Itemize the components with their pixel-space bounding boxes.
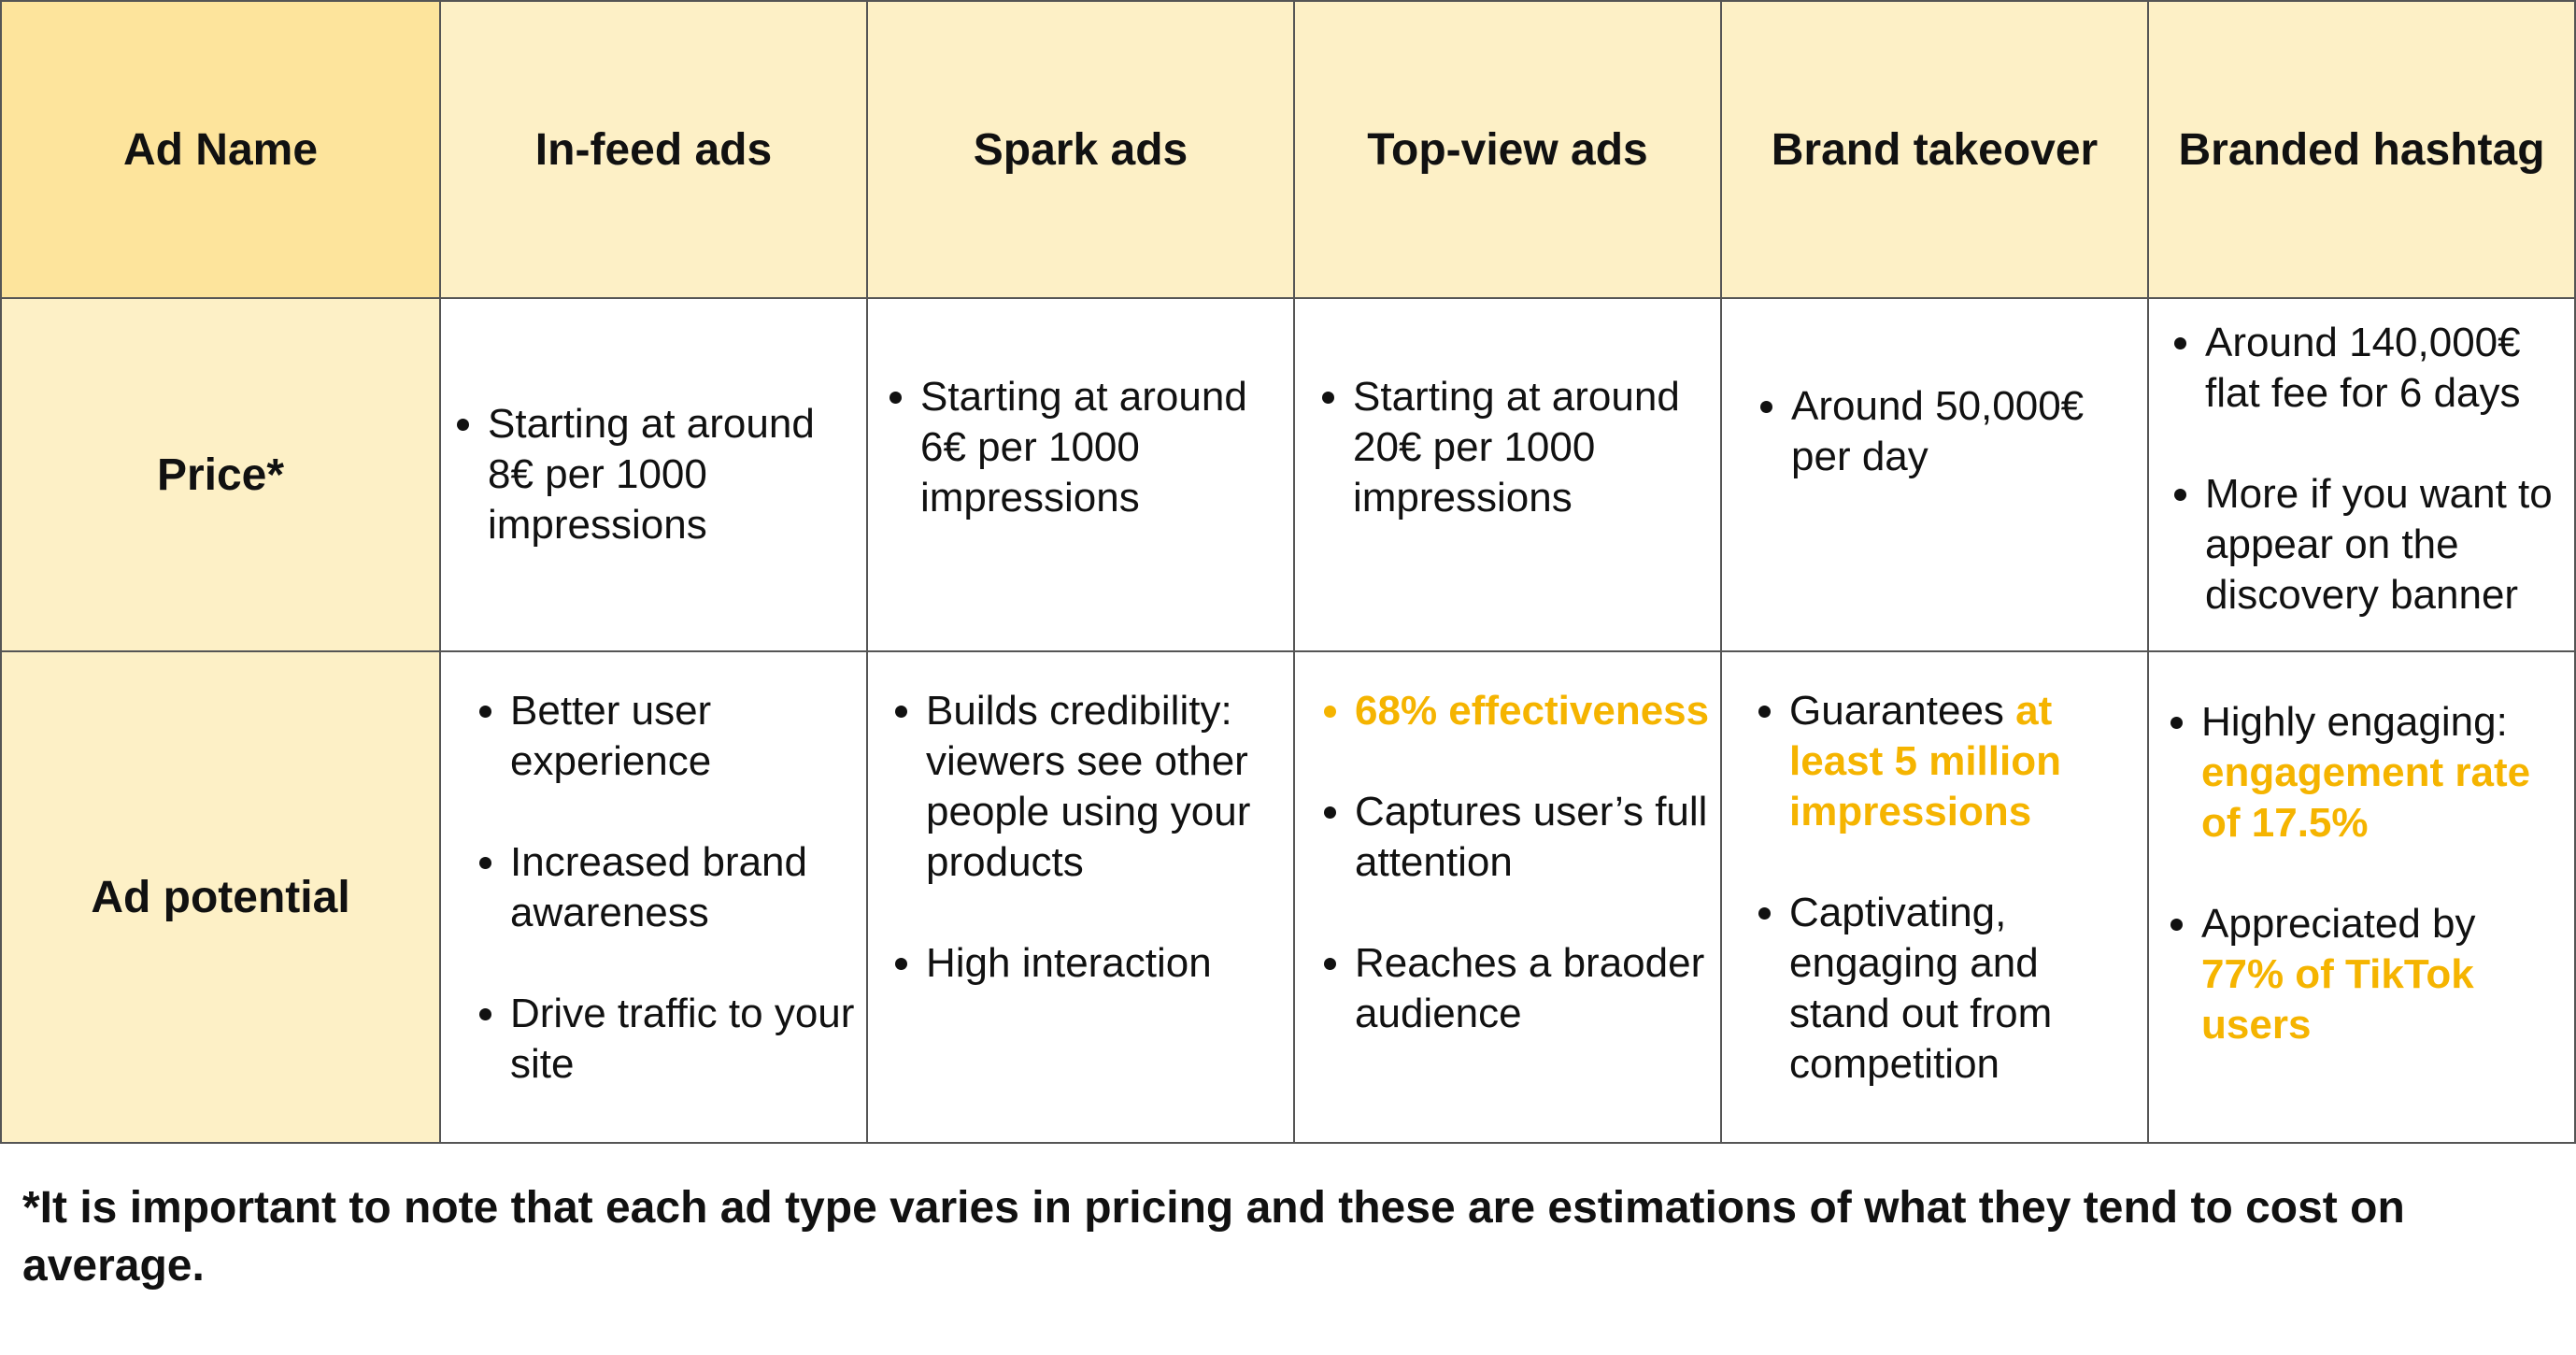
item-text: Appreciated by (2201, 901, 2476, 947)
list-item: 68% effectiveness (1355, 686, 1715, 736)
list-item: More if you want to appear on the discov… (2205, 469, 2567, 620)
highlight-text: 68% effectiveness (1355, 688, 1710, 734)
highlight-text: engagement rate of 17.5% (2201, 749, 2531, 846)
list-item: Appreciated by 77% of TikTok users (2201, 899, 2567, 1050)
item-text: Highly engaging: (2201, 699, 2508, 745)
row-label-ad-potential: Ad potential (0, 652, 441, 1144)
highlight-text: 77% of TikTok users (2201, 951, 2474, 1048)
item-text: Guarantees (1789, 688, 2016, 734)
list-item: Increased brand awareness (510, 837, 866, 938)
header-in-feed-ads: In-feed ads (441, 0, 868, 299)
list-item: Drive traffic to your site (510, 989, 866, 1090)
potential-branded-hashtag-cell: Highly engaging: engagement rate of 17.5… (2149, 652, 2576, 1144)
list-item: Better user experience (510, 686, 866, 787)
list-item: Highly engaging: engagement rate of 17.5… (2201, 697, 2567, 849)
list-item: Builds credibility: viewers see other pe… (926, 686, 1288, 888)
ad-comparison-table: Ad Name In-feed ads Spark ads Top-view a… (0, 0, 2576, 1144)
header-brand-takeover: Brand takeover (1722, 0, 2149, 299)
list-item: Reaches a braoder audience (1355, 938, 1715, 1039)
footnote: *It is important to note that each ad ty… (22, 1183, 2405, 1291)
price-top-view-cell: Starting at around 20€ per 1000 impressi… (1295, 299, 1722, 652)
list-item: Starting at around 20€ per 1000 impressi… (1353, 372, 1720, 523)
potential-brand-takeover-cell: Guarantees at least 5 million impression… (1722, 652, 2149, 1144)
list-item: Captures user’s full attention (1355, 787, 1715, 888)
header-spark-ads: Spark ads (868, 0, 1295, 299)
potential-in-feed-cell: Better user experience Increased brand a… (441, 652, 868, 1144)
potential-spark-cell: Builds credibility: viewers see other pe… (868, 652, 1295, 1144)
list-item: Around 140,000€ flat fee for 6 days (2205, 318, 2567, 419)
price-brand-takeover-cell: Around 50,000€ per day (1722, 299, 2149, 652)
list-item: Starting at around 8€ per 1000 impressio… (488, 399, 866, 550)
list-item: Starting at around 6€ per 1000 impressio… (920, 372, 1293, 523)
price-spark-cell: Starting at around 6€ per 1000 impressio… (868, 299, 1295, 652)
header-top-view-ads: Top-view ads (1295, 0, 1722, 299)
list-item: Captivating, engaging and stand out from… (1789, 888, 2134, 1090)
row-label-price: Price* (0, 299, 441, 652)
price-branded-hashtag-cell: Around 140,000€ flat fee for 6 days More… (2149, 299, 2576, 652)
list-item: High interaction (926, 938, 1288, 989)
header-branded-hashtag: Branded hashtag (2149, 0, 2576, 299)
potential-top-view-cell: 68% effectiveness Captures user’s full a… (1295, 652, 1722, 1144)
list-item: Guarantees at least 5 million impression… (1789, 686, 2134, 837)
price-in-feed-cell: Starting at around 8€ per 1000 impressio… (441, 299, 868, 652)
highlight-text: at least 5 million impressions (1789, 688, 2061, 834)
header-ad-name: Ad Name (0, 0, 441, 299)
list-item: Around 50,000€ per day (1791, 381, 2138, 482)
